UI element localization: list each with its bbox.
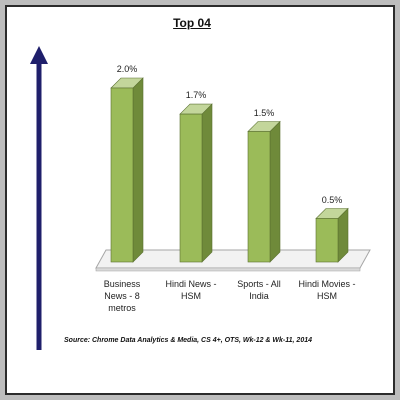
bar-0	[110, 87, 134, 263]
category-label-2: Sports - All India	[225, 278, 293, 302]
category-label-line: Sports - All	[237, 279, 281, 289]
category-label-line: metros	[108, 303, 136, 313]
data-label-3: 0.5%	[321, 194, 343, 205]
chart-floor-edge	[95, 267, 361, 272]
category-label-line: HSM	[317, 291, 337, 301]
category-label-line: News - 8	[104, 291, 140, 301]
category-label-line: HSM	[181, 291, 201, 301]
category-label-3: Hindi Movies - HSM	[293, 278, 361, 302]
category-label-line: Hindi News -	[165, 279, 217, 289]
chart-title: Top 04	[173, 16, 211, 30]
category-label-line: Hindi Movies -	[298, 279, 356, 289]
data-label-0: 2.0%	[116, 64, 138, 74]
bar-side-1	[201, 103, 213, 263]
axis-arrow-head	[30, 46, 48, 64]
bar-1	[179, 113, 203, 263]
data-label-1: 1.7%	[185, 90, 207, 101]
category-label-line: Business	[103, 279, 141, 289]
category-label-0: Business News - 8 metros	[88, 278, 156, 314]
bar-2	[247, 131, 271, 263]
category-label-line: India	[249, 291, 269, 301]
bar-3	[315, 218, 339, 263]
bar-side-2	[269, 120, 281, 263]
data-label-2: 1.5%	[253, 107, 275, 118]
category-label-1: Hindi News - HSM	[157, 278, 225, 302]
source-note: Source: Chrome Data Analytics & Media, C…	[64, 337, 312, 344]
bar-side-0	[132, 77, 144, 263]
